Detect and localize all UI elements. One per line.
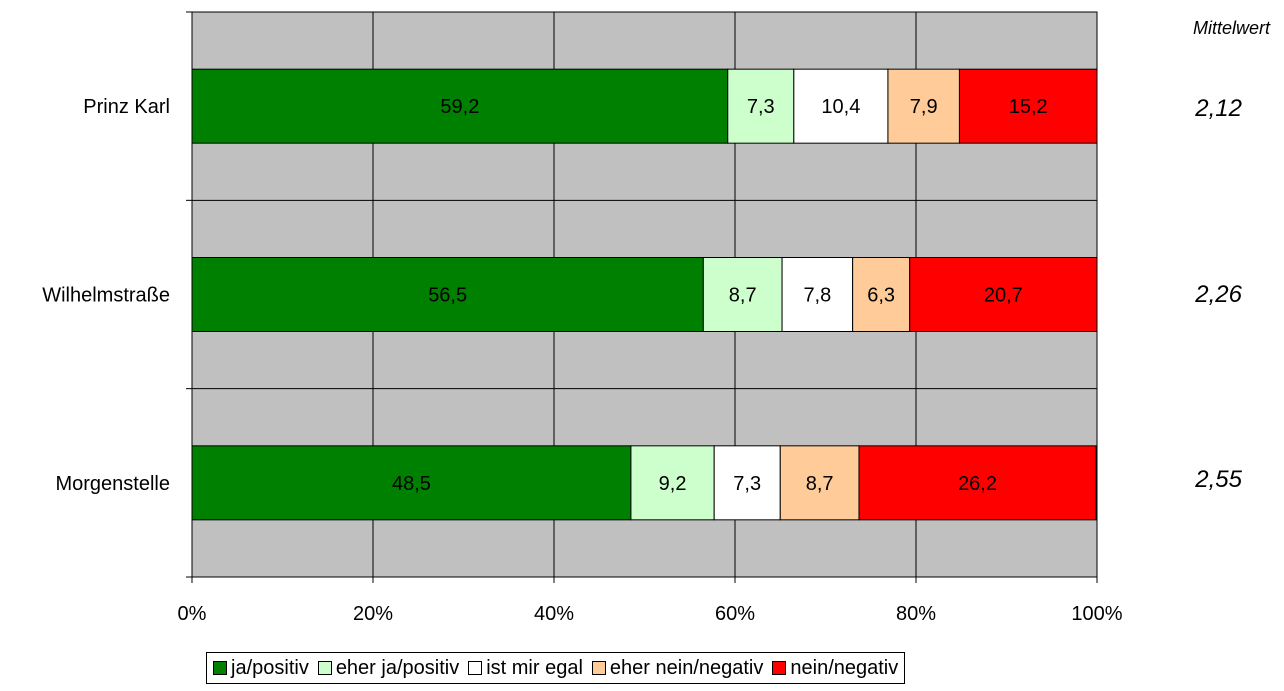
category-label-0: Prinz Karl [83,96,170,118]
chart-legend: ja/positiv eher ja/positiv ist mir egal ehe… [206,652,906,684]
stacked-bar-chart: 59,2 7,3 10,4 7,9 15,2 Prinz Karl 56,5 8,7 7,8 6,… [42,11,1123,625]
legend-label: eher nein/negativ [609,656,764,679]
mean-value-morgenstelle: 2,55 [1195,466,1242,493]
data-label-0-0: 59,2 [440,96,479,118]
bar-segment-2-4 [858,445,1097,521]
data-label-2-0: 48,5 [392,473,431,495]
bar-segment-0-4 [958,68,1098,144]
mean-value-prinz-karl: 2,12 [1195,95,1242,122]
legend-swatch [772,661,787,675]
legend-swatch [591,661,606,675]
data-label-1-2: 7,8 [803,285,831,307]
legend-swatch [317,661,332,675]
bar-segment-2-0 [191,445,632,521]
x-tick-label: 20% [353,603,393,625]
data-label-2-3: 8,7 [806,473,834,495]
bar-segment-1-3 [852,257,911,332]
legend-label: ist mir egal [486,656,583,679]
bar-segment-0-0 [191,68,729,144]
data-label-1-3: 6,3 [867,285,895,307]
legend-label: nein/negativ [790,656,899,679]
x-tick-label: 40% [534,603,574,625]
category-label-2: Morgenstelle [55,473,170,495]
bar-segment-2-1 [630,445,715,521]
data-label-2-1: 9,2 [659,473,687,495]
data-label-0-3: 7,9 [910,96,938,118]
mean-header: Mittelwert [1192,18,1270,38]
category-label-1: Wilhelmstraße [42,285,170,307]
x-tick-label: 100% [1071,603,1122,625]
bar-segment-2-2 [713,445,781,521]
data-label-1-4: 20,7 [984,285,1023,307]
bar-segment-0-1 [727,68,795,144]
legend-item-0: ja/positiv [213,657,309,680]
mean-value-wilhelmstrasse: 2,26 [1195,281,1242,308]
legend-item-3: eher nein/negativ [591,656,764,680]
legend-swatch [213,661,227,675]
legend-swatch [468,661,483,675]
data-label-0-2: 10,4 [821,96,860,118]
bar-segment-1-1 [702,257,783,332]
bar-segment-2-3 [779,445,860,521]
legend-item-2: ist mir egal [468,657,583,680]
bar-segment-1-4 [909,257,1098,332]
data-label-0-4: 15,2 [1009,96,1048,118]
bar-segment-0-2 [793,68,889,144]
legend-item-4: nein/negativ [772,657,898,680]
data-label-1-1: 8,7 [729,285,757,307]
legend-label: ja/positiv [231,656,309,679]
x-tick-label: 60% [715,603,755,625]
data-label-0-1: 7,3 [747,96,775,118]
data-label-1-0: 56,5 [428,285,467,307]
legend-label: eher ja/positiv [335,656,460,679]
legend-item-1: eher ja/positiv [317,656,460,680]
data-label-2-2: 7,3 [733,473,761,495]
x-tick-label: 0% [178,603,207,625]
data-label-2-4: 26,2 [958,473,997,495]
bar-segment-1-0 [191,257,704,332]
x-tick-label: 80% [896,603,936,625]
